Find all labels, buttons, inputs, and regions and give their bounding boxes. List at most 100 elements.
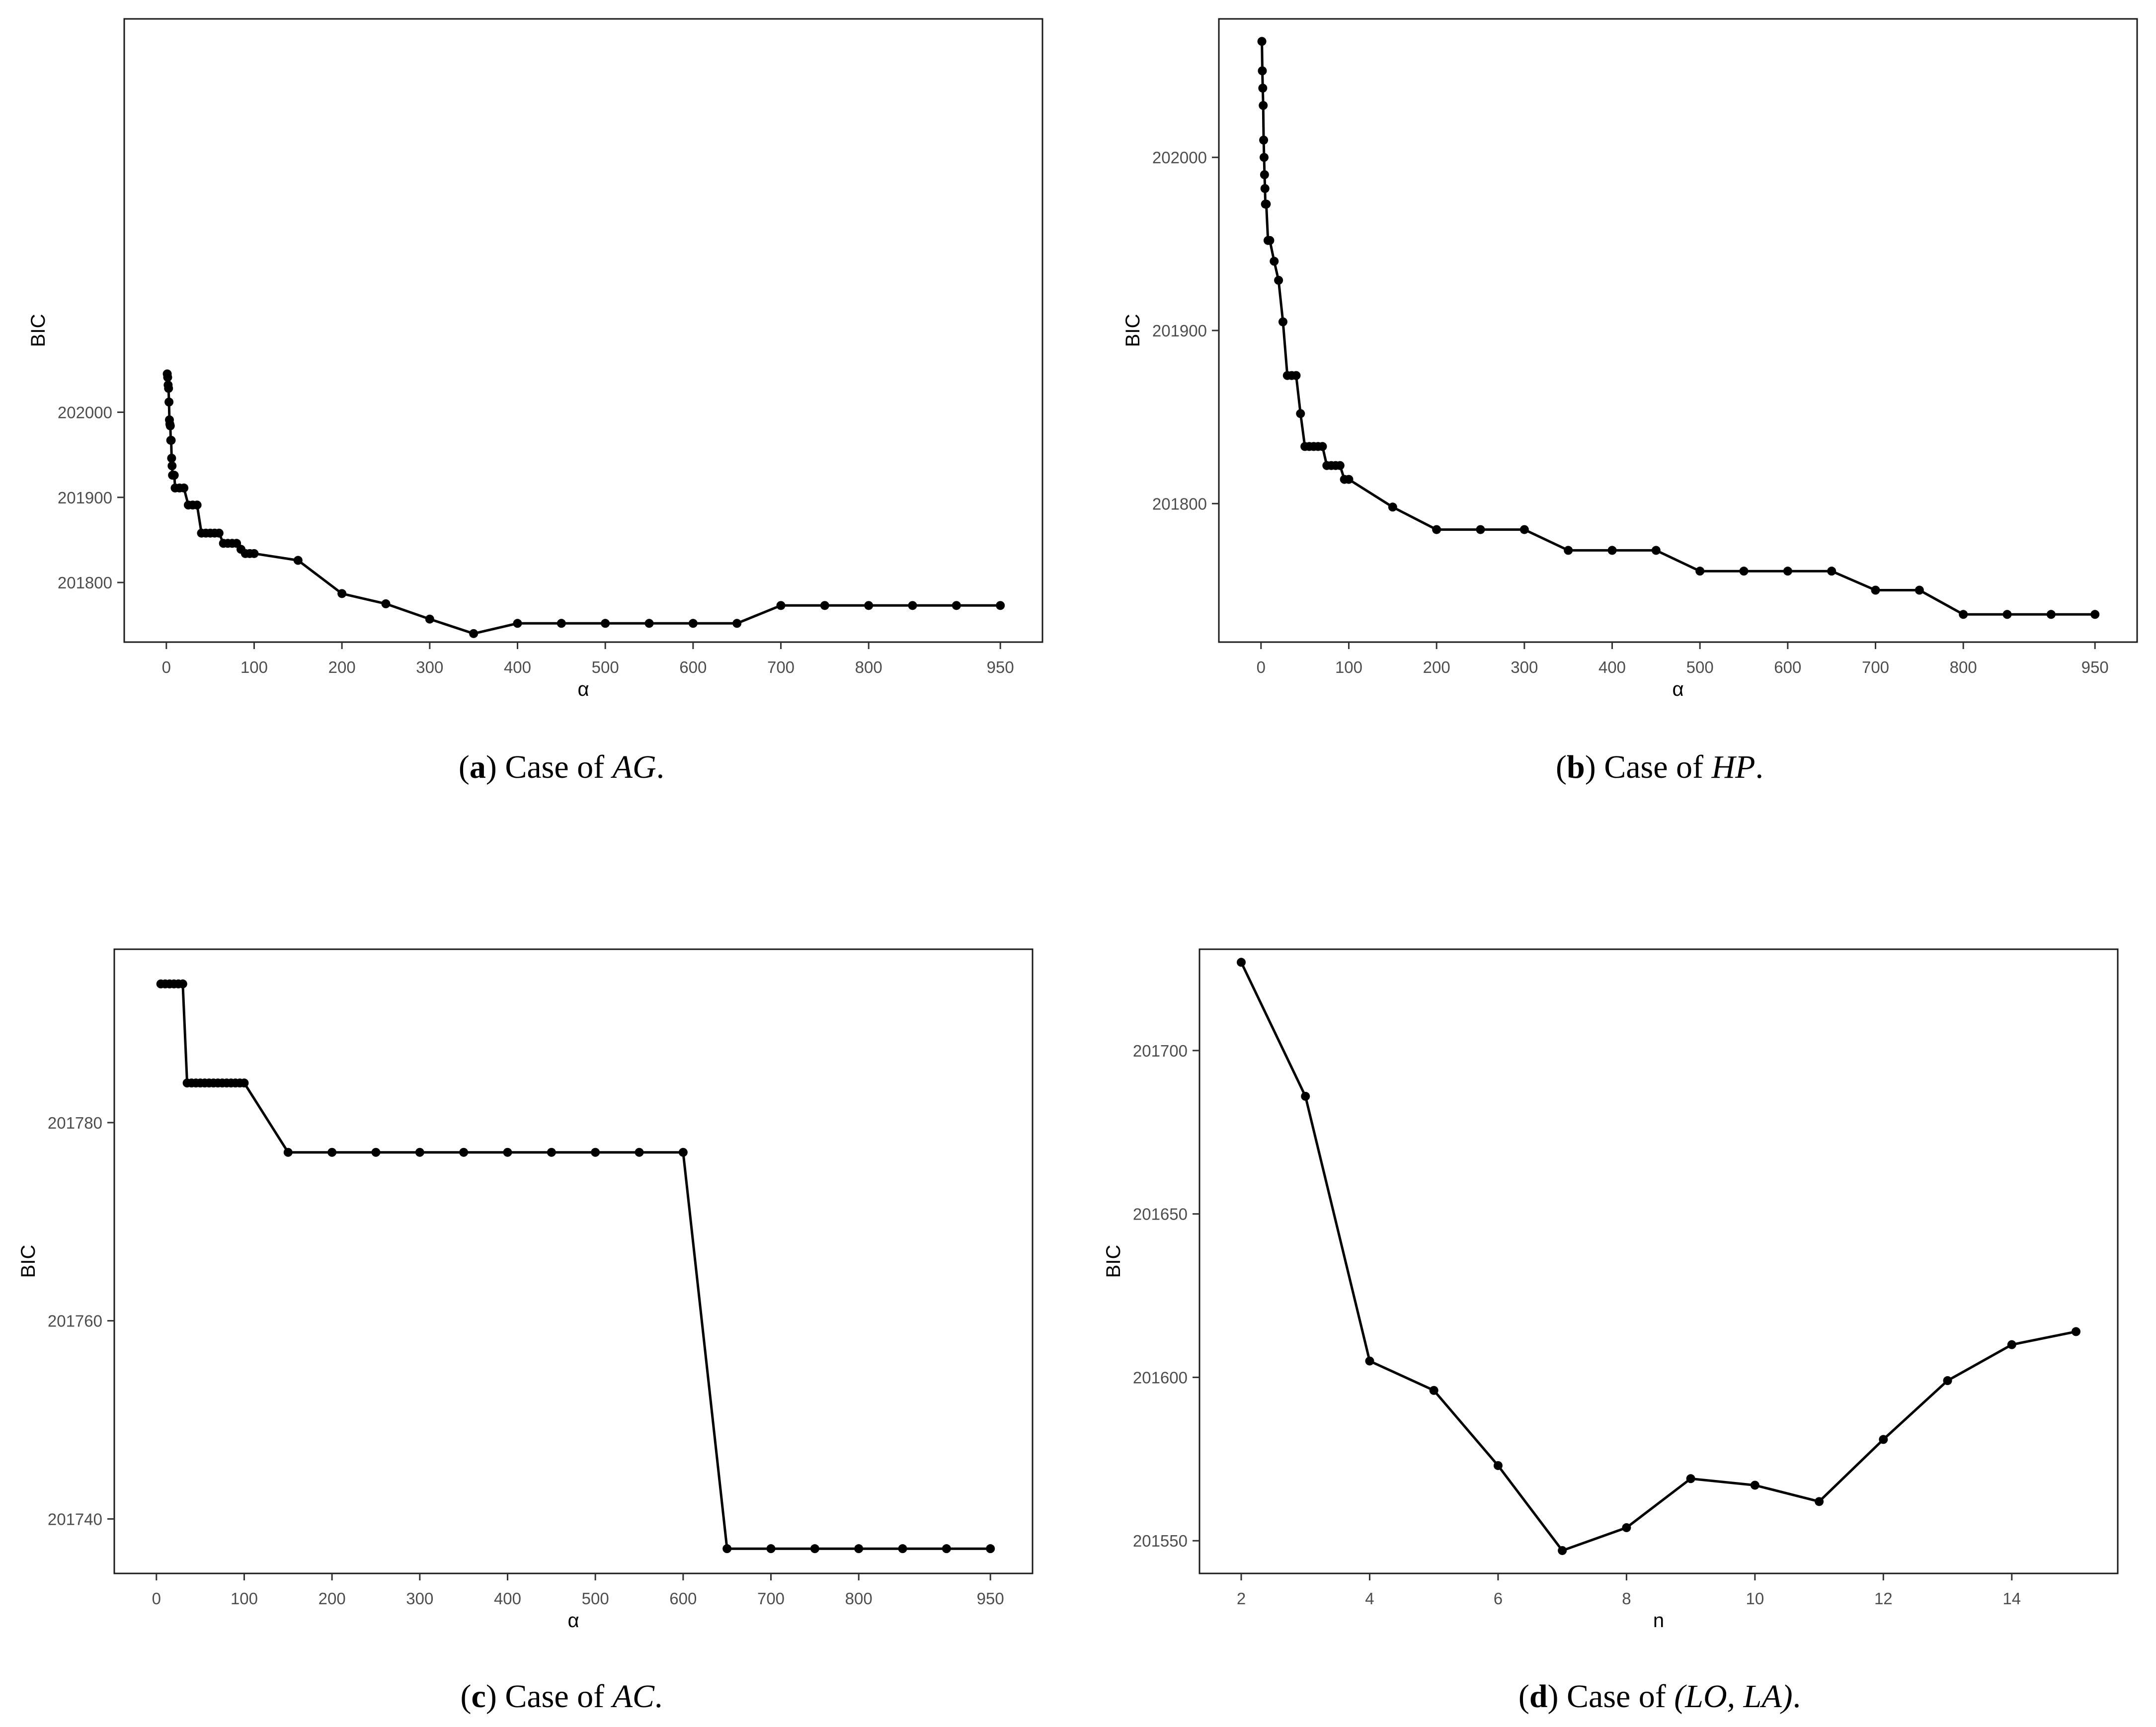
data-point <box>1739 567 1749 576</box>
data-point <box>986 1544 995 1554</box>
y-tick-label: 202000 <box>1152 149 1207 167</box>
x-tick-label: 400 <box>504 658 531 676</box>
caption-part: . <box>656 749 665 785</box>
caption-part: ( <box>1556 749 1567 785</box>
data-point <box>1318 442 1327 451</box>
x-tick-label: 400 <box>1598 658 1626 676</box>
data-point <box>425 614 434 624</box>
plot-frame <box>1198 948 2119 1574</box>
data-point <box>1915 585 1924 595</box>
data-point <box>1432 525 1441 534</box>
data-point <box>1564 546 1573 555</box>
data-point <box>1260 184 1270 193</box>
data-point <box>732 619 742 628</box>
data-point <box>688 619 698 628</box>
x-tick-label: 800 <box>845 1589 873 1608</box>
data-point <box>164 384 173 393</box>
data-point <box>1265 236 1275 245</box>
caption-part: (LO, LA) <box>1674 1678 1792 1715</box>
x-tick-label: 600 <box>669 1589 697 1608</box>
data-point <box>2072 1327 2080 1336</box>
caption-part: AG <box>611 749 656 785</box>
data-point <box>240 1078 249 1088</box>
data-point <box>591 1148 600 1157</box>
x-tick-label: 10 <box>1746 1589 1764 1608</box>
caption-part: Case of <box>497 1678 613 1715</box>
caption-part: ) <box>486 1678 497 1715</box>
y-tick-label: 201800 <box>1152 494 1207 513</box>
caption-part: ( <box>459 749 470 785</box>
caption-part: . <box>1755 749 1763 785</box>
caption-part: d <box>1529 1678 1548 1715</box>
data-point <box>1558 1546 1567 1555</box>
x-tick-label: 800 <box>855 658 882 676</box>
data-point <box>820 601 829 610</box>
x-tick-label: 500 <box>1686 658 1714 676</box>
caption-b: (b) Case of HP. <box>1556 749 1763 785</box>
x-tick-label: 100 <box>231 1589 258 1608</box>
data-point <box>1258 66 1267 76</box>
data-point <box>1519 525 1529 534</box>
data-point <box>678 1148 688 1157</box>
caption-d: (d) Case of (LO, LA). <box>1518 1678 1801 1715</box>
data-point <box>722 1544 732 1554</box>
data-point <box>1476 525 1485 534</box>
x-tick-label: 6 <box>1494 1589 1503 1608</box>
data-point <box>557 619 566 628</box>
x-tick-label: 200 <box>319 1589 346 1608</box>
data-point <box>1278 317 1287 327</box>
chart-panel-b: 0 100 200 300 400 500 600 700 800 950 201800 201900… <box>1122 18 2138 785</box>
data-point <box>1291 371 1301 380</box>
y-tick-label: 201780 <box>48 1114 102 1132</box>
data-point <box>179 483 189 493</box>
y-axis-title: BIC <box>17 1245 39 1278</box>
y-axis-title: BIC <box>1122 314 1144 347</box>
x-tick-label: 700 <box>767 658 795 676</box>
data-point <box>644 619 654 628</box>
data-point <box>1335 461 1345 470</box>
data-point <box>178 979 187 988</box>
x-tick-label: 400 <box>494 1589 521 1608</box>
data-point <box>2046 610 2056 619</box>
plot-frame <box>123 18 1043 643</box>
data-point <box>1301 1091 1310 1101</box>
data-point <box>283 1148 293 1157</box>
data-point <box>1257 37 1267 46</box>
data-point <box>1750 1480 1759 1490</box>
x-tick-label: 700 <box>1862 658 1889 676</box>
data-point <box>164 397 174 407</box>
y-tick-label: 201700 <box>1133 1042 1188 1060</box>
data-point <box>1259 153 1269 162</box>
data-point <box>503 1148 512 1157</box>
caption-part: Case of <box>497 749 613 785</box>
y-tick-label: 201740 <box>48 1510 102 1528</box>
caption-part: ) <box>1548 1678 1559 1715</box>
data-point <box>167 453 176 463</box>
data-point <box>2090 610 2100 619</box>
x-tick-label: 950 <box>2081 658 2109 676</box>
data-point <box>547 1148 556 1157</box>
data-point <box>371 1148 381 1157</box>
data-point <box>996 601 1005 610</box>
data-point <box>898 1544 907 1554</box>
caption-c: (c) Case of AC. <box>461 1678 663 1715</box>
data-point <box>293 556 303 565</box>
data-point <box>942 1544 951 1554</box>
data-point <box>337 589 347 598</box>
data-point <box>1493 1461 1503 1470</box>
data-point <box>1686 1474 1695 1483</box>
x-tick-label: 100 <box>1335 658 1362 676</box>
data-point <box>635 1148 644 1157</box>
data-point <box>1871 585 1880 595</box>
data-point <box>864 601 874 610</box>
x-tick-label: 300 <box>406 1589 433 1608</box>
data-point <box>1270 256 1279 266</box>
x-tick-label: 800 <box>1950 658 1977 676</box>
caption-part: . <box>654 1678 663 1715</box>
x-tick-label: 0 <box>152 1589 161 1608</box>
data-point <box>163 373 172 382</box>
caption-part: ) <box>486 749 497 785</box>
data-point <box>469 629 479 638</box>
data-point <box>601 619 610 628</box>
x-tick-label: 0 <box>162 658 171 676</box>
